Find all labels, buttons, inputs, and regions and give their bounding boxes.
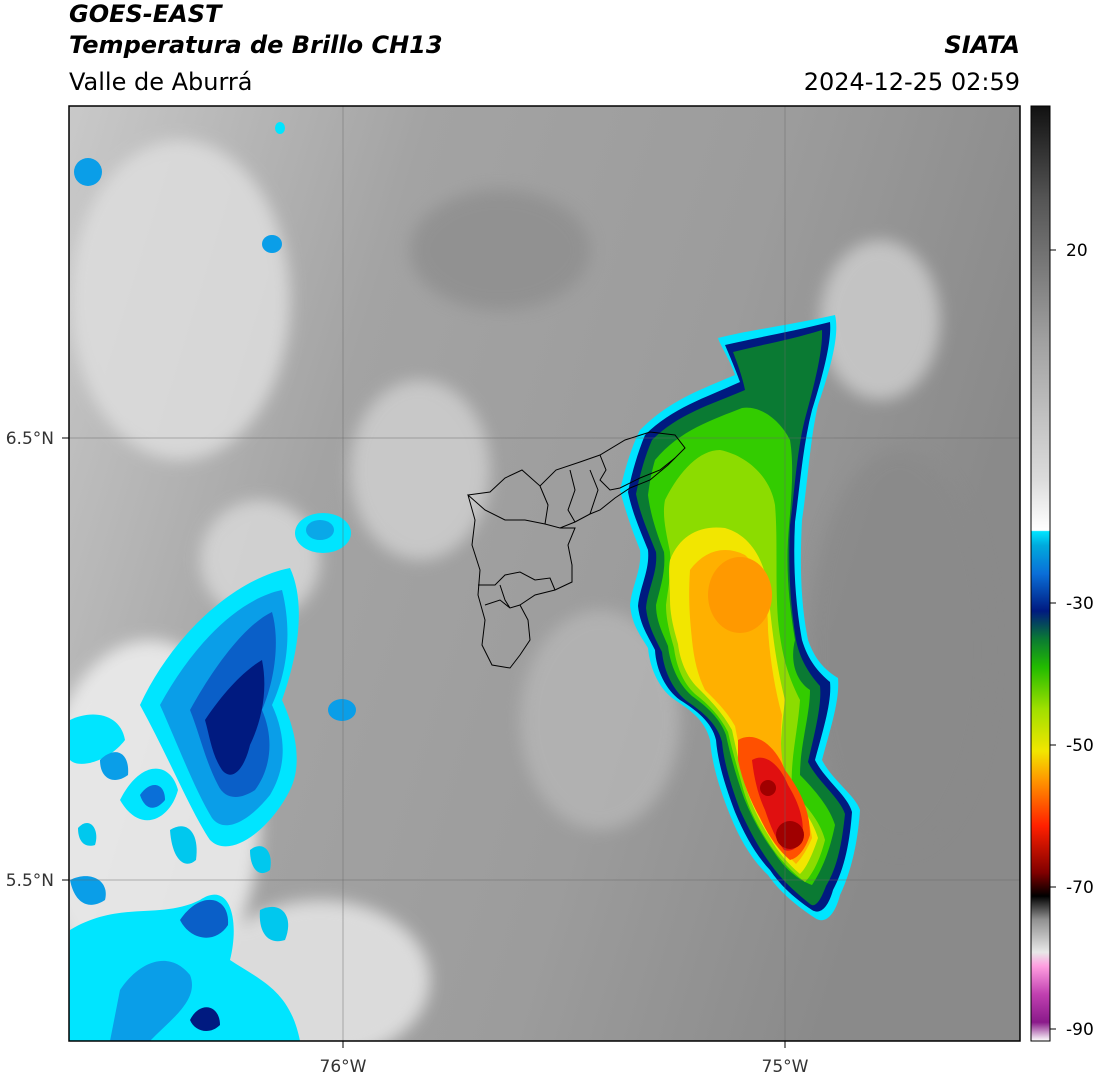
lat-label-5-5: 5.5°N xyxy=(6,871,54,891)
colorbar-tick-minus90: -90 xyxy=(1066,1020,1094,1040)
western-convection xyxy=(69,122,356,1041)
lon-label-75: 75°W xyxy=(762,1057,809,1077)
lat-label-6-5: 6.5°N xyxy=(6,429,54,449)
organization-label: SIATA xyxy=(944,31,1020,59)
colorbar-tick-minus70: -70 xyxy=(1066,878,1094,898)
product-title: Temperatura de Brillo CH13 xyxy=(69,31,443,59)
municipality-boundaries xyxy=(466,431,686,669)
colorbar-tick-minus30: -30 xyxy=(1066,594,1094,614)
datetime-label: 2024-12-25 02:59 xyxy=(803,68,1020,96)
lon-label-76: 76°W xyxy=(320,1057,367,1077)
colorbar-ramp xyxy=(1030,105,1051,1042)
graticule xyxy=(69,106,1020,1041)
colorbar-tick-20: 20 xyxy=(1066,241,1088,261)
colorbar-tick-minus50: -50 xyxy=(1066,736,1094,756)
colorbar: 20 -30 -50 -70 -90 xyxy=(1030,105,1094,1042)
satellite-image xyxy=(69,106,1020,1041)
eastern-storm-cell xyxy=(620,315,860,921)
map-frame xyxy=(68,105,1021,1042)
region-subtitle: Valle de Aburrá xyxy=(69,68,253,96)
satellite-title: GOES-EAST xyxy=(69,0,222,28)
